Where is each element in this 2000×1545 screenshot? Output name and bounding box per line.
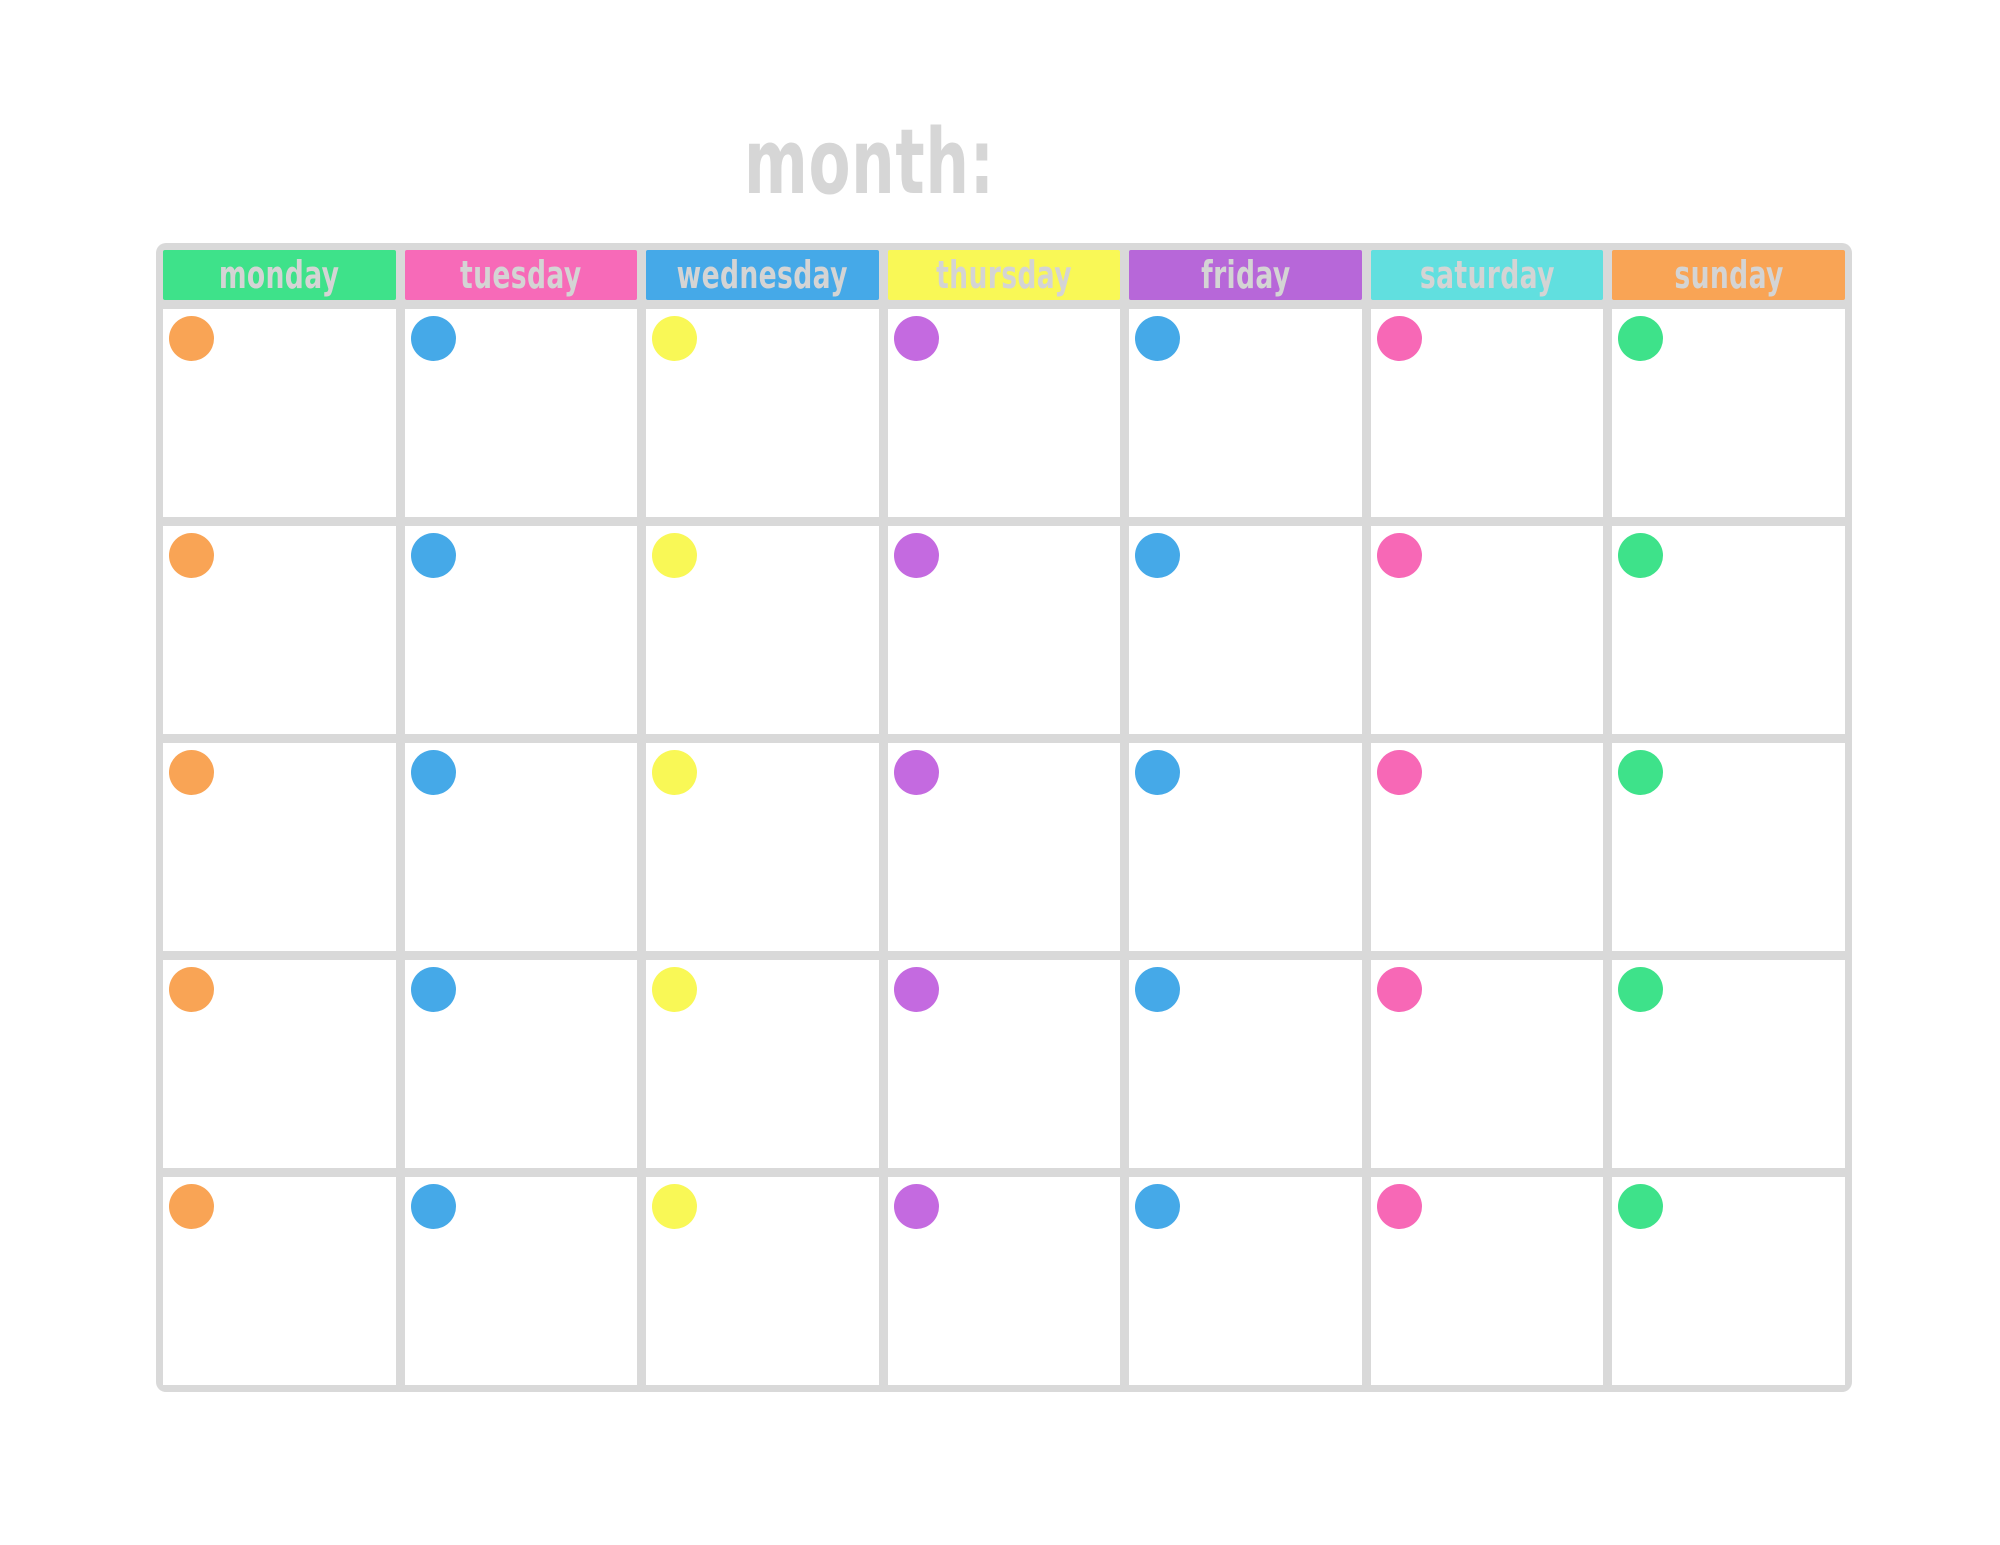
day-dot-icon [1135, 750, 1181, 795]
cell-friday-week4 [1129, 960, 1362, 1168]
cell-tuesday-week1 [404, 309, 638, 517]
cell-saturday-week2 [1370, 526, 1604, 734]
day-header-label: thursday [936, 253, 1072, 297]
cell-wednesday-week5 [646, 1177, 879, 1385]
cell-saturday-week1 [1370, 309, 1604, 517]
day-header-friday: friday [1129, 250, 1362, 300]
day-header-label: tuesday [460, 253, 582, 297]
day-dot-icon [1135, 533, 1181, 578]
day-dot-icon [410, 1184, 456, 1229]
calendar-grid: monday tuesday wednesday thursday friday satu… [156, 243, 1852, 1392]
cell-friday-week5 [1129, 1177, 1362, 1385]
day-dot-icon [1618, 1184, 1664, 1229]
day-dot-icon [410, 316, 456, 361]
day-dot-icon [1376, 967, 1422, 1012]
cell-monday-week5 [163, 1177, 396, 1385]
day-dot-icon [1618, 750, 1664, 795]
day-header-sunday: sunday [1612, 250, 1845, 300]
day-header-label: friday [1200, 253, 1291, 297]
cell-sunday-week3 [1612, 743, 1845, 951]
day-dot-icon [1376, 533, 1422, 578]
cell-thursday-week4 [887, 960, 1121, 1168]
cell-friday-week1 [1129, 309, 1362, 517]
cell-wednesday-week1 [646, 309, 879, 517]
cell-tuesday-week3 [404, 743, 638, 951]
day-dot-icon [410, 967, 456, 1012]
cell-tuesday-week2 [404, 526, 638, 734]
day-dot-icon [169, 316, 214, 361]
day-header-saturday: saturday [1370, 250, 1604, 300]
day-dot-icon [410, 533, 456, 578]
day-dot-icon [169, 967, 214, 1012]
day-dot-icon [1135, 316, 1181, 361]
day-dot-icon [893, 533, 939, 578]
cell-thursday-week2 [887, 526, 1121, 734]
cell-tuesday-week5 [404, 1177, 638, 1385]
day-dot-icon [893, 1184, 939, 1229]
cell-wednesday-week3 [646, 743, 879, 951]
cell-friday-week2 [1129, 526, 1362, 734]
day-header-tuesday: tuesday [404, 250, 638, 300]
day-header-wednesday: wednesday [646, 250, 879, 300]
cell-monday-week1 [163, 309, 396, 517]
day-dot-icon [652, 1184, 698, 1229]
day-header-label: monday [219, 253, 340, 297]
day-header-monday: monday [163, 250, 396, 300]
day-header-label: saturday [1419, 253, 1555, 297]
day-dot-icon [1618, 316, 1664, 361]
cell-sunday-week2 [1612, 526, 1845, 734]
day-dot-icon [893, 750, 939, 795]
day-dot-icon [1618, 533, 1664, 578]
day-header-label: sunday [1674, 253, 1784, 297]
cell-saturday-week5 [1370, 1177, 1604, 1385]
day-dot-icon [1618, 967, 1664, 1012]
cell-saturday-week4 [1370, 960, 1604, 1168]
day-dot-icon [652, 750, 698, 795]
day-dot-icon [169, 533, 214, 578]
cell-monday-week2 [163, 526, 396, 734]
cell-saturday-week3 [1370, 743, 1604, 951]
cell-friday-week3 [1129, 743, 1362, 951]
cell-thursday-week1 [887, 309, 1121, 517]
day-dot-icon [893, 967, 939, 1012]
day-dot-icon [1376, 1184, 1422, 1229]
day-dot-icon [1135, 1184, 1181, 1229]
cell-thursday-week5 [887, 1177, 1121, 1385]
day-dot-icon [652, 967, 698, 1012]
cell-monday-week4 [163, 960, 396, 1168]
day-header-label: wednesday [676, 253, 848, 297]
day-header-thursday: thursday [887, 250, 1121, 300]
cell-wednesday-week4 [646, 960, 879, 1168]
day-dot-icon [652, 533, 698, 578]
cell-sunday-week4 [1612, 960, 1845, 1168]
cell-sunday-week5 [1612, 1177, 1845, 1385]
cell-tuesday-week4 [404, 960, 638, 1168]
day-dot-icon [169, 1184, 214, 1229]
day-dot-icon [652, 316, 698, 361]
day-dot-icon [169, 750, 214, 795]
page-title: month: [744, 110, 995, 215]
cell-thursday-week3 [887, 743, 1121, 951]
cell-monday-week3 [163, 743, 396, 951]
day-dot-icon [1135, 967, 1181, 1012]
cell-sunday-week1 [1612, 309, 1845, 517]
day-dot-icon [1376, 316, 1422, 361]
day-dot-icon [410, 750, 456, 795]
day-dot-icon [893, 316, 939, 361]
day-dot-icon [1376, 750, 1422, 795]
cell-wednesday-week2 [646, 526, 879, 734]
